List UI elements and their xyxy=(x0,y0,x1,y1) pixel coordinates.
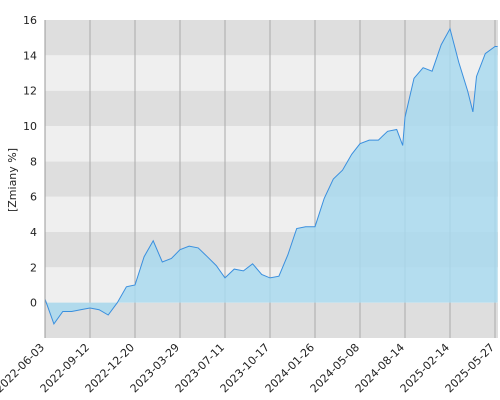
area-fill xyxy=(45,28,498,324)
line xyxy=(44,27,498,325)
y-tick-label: 2 xyxy=(30,261,37,274)
band xyxy=(45,302,498,338)
y-tick-label: 16 xyxy=(23,14,37,27)
band xyxy=(45,20,498,56)
y-tick-label: 10 xyxy=(23,120,37,133)
y-tick-label: 0 xyxy=(30,297,37,310)
y-tick-label: 8 xyxy=(30,155,37,168)
y-tick-label: 14 xyxy=(23,49,37,62)
y-tick-label: 6 xyxy=(30,191,37,204)
y-tick-label: 12 xyxy=(23,85,37,98)
y-axis-label: [Zmiany %] xyxy=(6,148,19,212)
y-tick-label: 4 xyxy=(30,226,37,239)
